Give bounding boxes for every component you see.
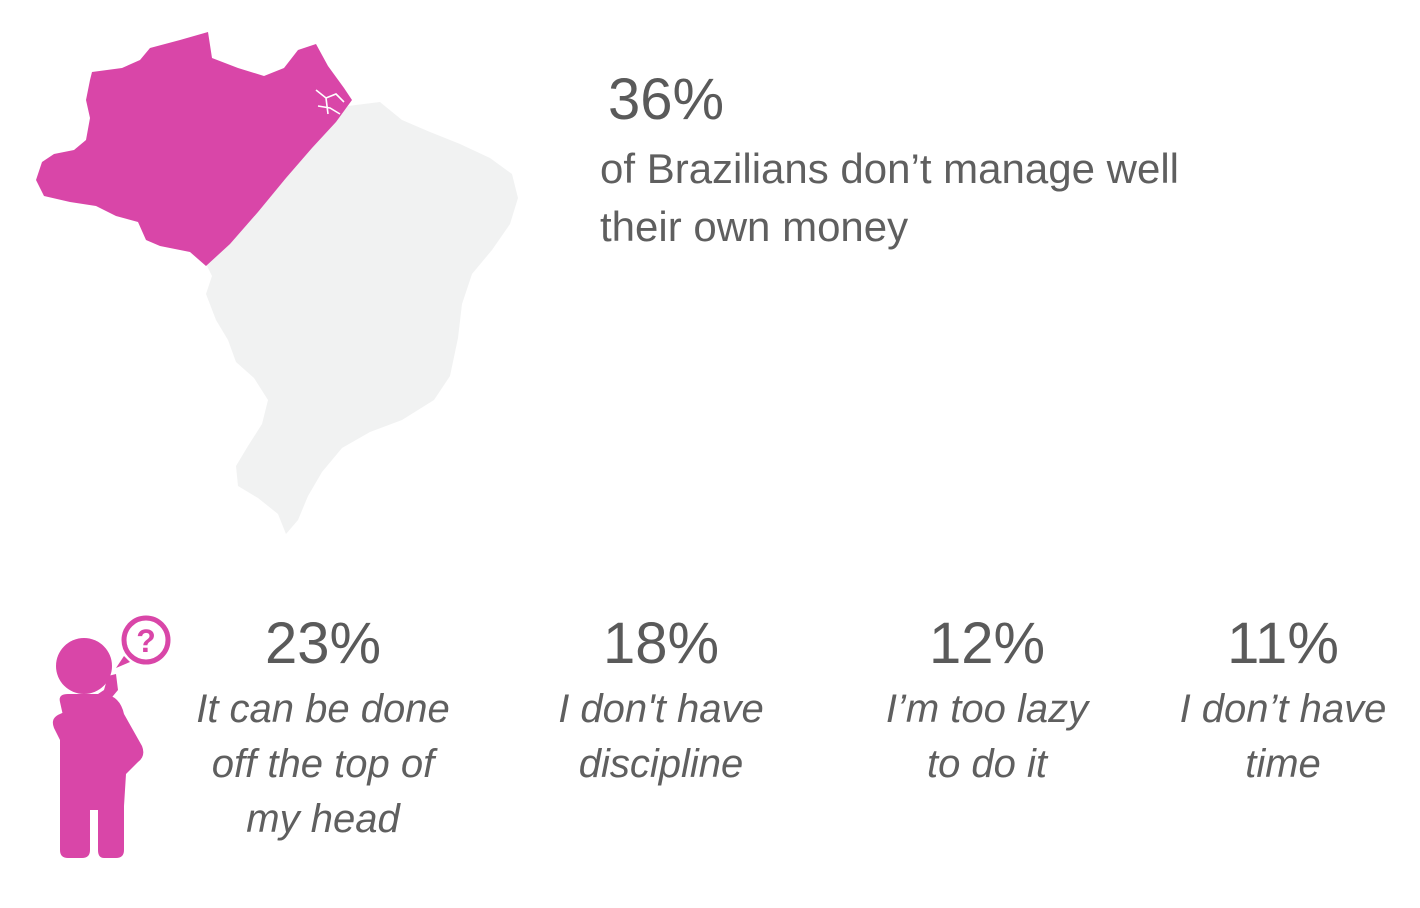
stat-value: 18% <box>602 611 720 676</box>
stat-label: I’m too lazy to do it <box>885 687 1089 786</box>
stat-item: 12% I’m too lazy to do it <box>842 606 1132 792</box>
headline-description: of Brazilians don’t manage well their ow… <box>600 145 1179 250</box>
stat-item: 18% I don't have discipline <box>516 606 806 792</box>
svg-text:?: ? <box>136 623 156 659</box>
stat-label: I don't have discipline <box>558 687 764 786</box>
stat-label: It can be done off the top of my head <box>196 687 450 841</box>
stat-value: 12% <box>928 611 1046 676</box>
stat-value: 11% <box>1227 611 1339 676</box>
thinking-person-question-icon: ? <box>46 610 178 860</box>
brazil-map-gray <box>206 102 518 534</box>
stat-label: I don’t have time <box>1179 687 1387 786</box>
stat-item: 11% I don’t have time <box>1138 606 1420 792</box>
headline: 36% of Brazilians don’t manage well thei… <box>600 62 1360 256</box>
brazil-map-highlight <box>36 32 352 266</box>
headline-value: 36% <box>608 67 725 132</box>
river-mouth-detail <box>315 89 345 115</box>
stat-item: 23% It can be done off the top of my hea… <box>178 606 468 847</box>
stat-value: 23% <box>264 611 382 676</box>
brazil-map-icon <box>30 28 530 543</box>
